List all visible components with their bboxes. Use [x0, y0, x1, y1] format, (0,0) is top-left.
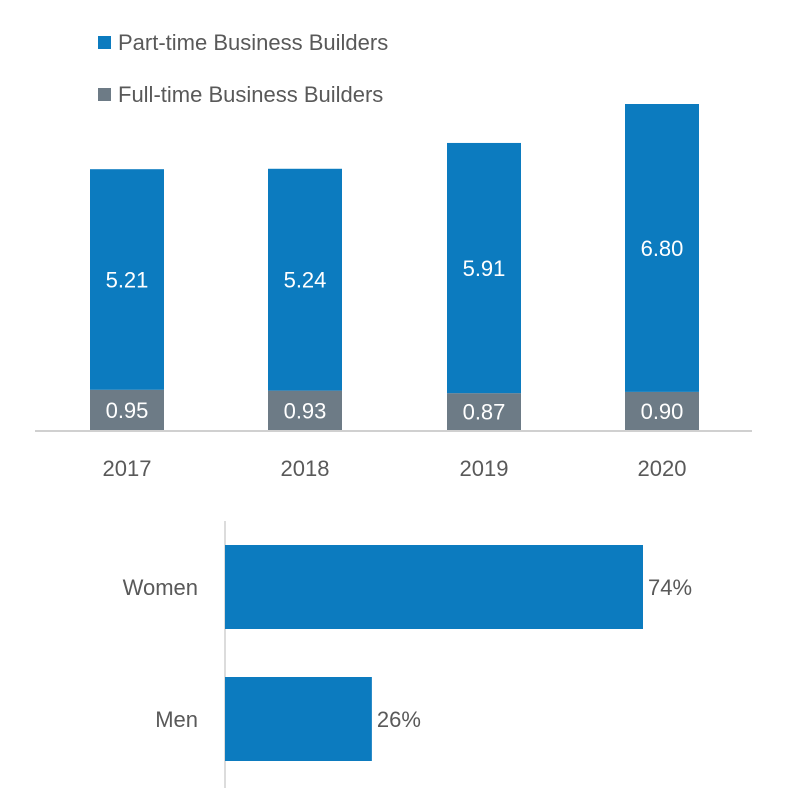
data-label-full-time-2020: 0.90 — [641, 399, 684, 424]
bar-full-time-2018 — [268, 390, 342, 430]
bar-full-time-2019 — [447, 393, 521, 430]
data-label-full-time-2018: 0.93 — [284, 398, 327, 423]
bar-part-time-2019 — [447, 142, 521, 394]
bar-part-time-2018 — [268, 168, 342, 391]
legend: Part-time Business Builders Full-time Bus… — [98, 30, 388, 107]
legend-swatch-full-time — [98, 88, 111, 101]
bar-part-time-2020 — [625, 104, 699, 392]
bar-women — [225, 545, 643, 629]
data-label-part-time-2019: 5.91 — [463, 256, 506, 281]
bar-full-time-2020 — [625, 391, 699, 430]
horizontal-bar-chart: Women 74% Men 26% — [123, 521, 692, 788]
bar-men — [225, 677, 372, 761]
bar-part-time-2017 — [90, 169, 164, 390]
stacked-bar-chart: 0.95 5.21 2017 0.93 5.24 2018 0.87 5.91 2019 0.90… — [35, 104, 752, 481]
data-label-part-time-2017: 5.21 — [106, 267, 149, 292]
category-label-men: Men — [155, 707, 198, 732]
data-label-full-time-2019: 0.87 — [463, 400, 506, 425]
x-tick-label-2017: 2017 — [103, 456, 152, 481]
value-label-women: 74% — [648, 575, 692, 600]
x-tick-label-2019: 2019 — [460, 456, 509, 481]
data-label-full-time-2017: 0.95 — [106, 398, 149, 423]
bar-full-time-2017 — [90, 389, 164, 430]
x-tick-label-2020: 2020 — [638, 456, 687, 481]
legend-label-full-time: Full-time Business Builders — [118, 82, 383, 107]
legend-swatch-part-time — [98, 36, 111, 49]
value-label-men: 26% — [377, 707, 421, 732]
category-label-women: Women — [123, 575, 198, 600]
x-tick-label-2018: 2018 — [281, 456, 330, 481]
data-label-part-time-2018: 5.24 — [284, 268, 327, 293]
data-label-part-time-2020: 6.80 — [641, 236, 684, 261]
legend-label-part-time: Part-time Business Builders — [118, 30, 388, 55]
